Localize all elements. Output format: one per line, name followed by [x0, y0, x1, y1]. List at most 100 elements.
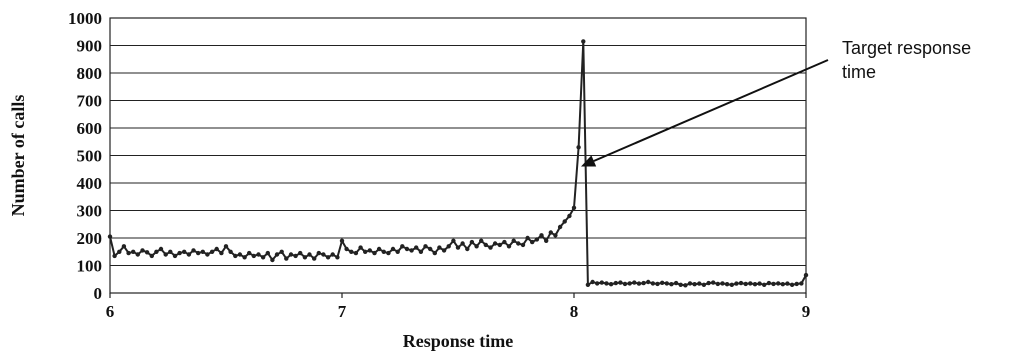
data-point — [678, 282, 683, 287]
data-point — [149, 253, 154, 259]
data-point — [312, 256, 317, 261]
data-point — [776, 281, 781, 286]
data-point — [581, 39, 586, 44]
annotation-arrow — [593, 59, 829, 162]
data-point — [534, 237, 540, 242]
y-axis-ticks: 0 100 200 300 400 500 600 700 800 900 1000 — [68, 9, 102, 303]
data-point — [349, 249, 354, 254]
data-point — [687, 281, 693, 286]
data-point — [381, 249, 386, 254]
data-point — [789, 282, 795, 287]
x-axis-ticks: 6 7 8 9 — [106, 293, 811, 321]
data-point — [724, 282, 730, 287]
data-point — [363, 249, 368, 254]
data-point — [585, 282, 591, 287]
data-point — [557, 224, 563, 230]
y-tick-label: 900 — [77, 37, 103, 56]
data-point — [158, 246, 164, 252]
data-point — [330, 252, 335, 257]
data-point — [358, 245, 363, 250]
data-point — [636, 281, 642, 286]
data-point — [474, 244, 479, 249]
data-point — [803, 272, 809, 278]
y-tick-label: 100 — [77, 257, 103, 276]
plot-area-border — [109, 17, 807, 294]
data-point — [683, 283, 688, 288]
x-axis-title: Response time — [403, 331, 514, 351]
data-point — [191, 248, 196, 253]
data-point — [664, 281, 669, 286]
data-point — [279, 249, 284, 254]
data-point — [367, 248, 372, 253]
data-point — [233, 253, 238, 259]
data-point — [126, 250, 131, 256]
data-point — [140, 248, 145, 253]
data-point — [409, 248, 414, 253]
data-point — [697, 281, 702, 286]
data-point — [270, 257, 275, 263]
data-point — [511, 238, 516, 243]
data-point — [451, 238, 456, 243]
data-point — [390, 246, 396, 252]
data-point — [799, 281, 804, 286]
data-point — [172, 253, 178, 259]
data-point — [539, 233, 544, 238]
data-point — [260, 255, 266, 260]
data-point — [135, 252, 140, 257]
data-point — [660, 280, 665, 285]
data-point — [144, 250, 150, 255]
data-point — [748, 281, 753, 286]
data-point — [646, 279, 651, 285]
data-point — [441, 248, 447, 253]
data-point — [720, 281, 725, 286]
data-point — [455, 245, 461, 250]
data-point — [613, 280, 618, 286]
data-point — [302, 255, 308, 260]
data-point — [335, 255, 340, 260]
data-point — [502, 239, 507, 245]
data-point — [590, 279, 595, 285]
data-point — [316, 250, 321, 256]
data-point — [428, 246, 433, 252]
data-point — [650, 281, 656, 286]
data-point — [576, 145, 581, 150]
data-point — [483, 242, 488, 248]
data-point — [247, 250, 252, 256]
data-point — [604, 281, 609, 286]
data-point — [307, 252, 312, 257]
data-point — [743, 281, 748, 287]
data-point — [404, 246, 410, 252]
data-point — [214, 246, 219, 252]
data-point — [121, 244, 127, 249]
data-point — [734, 281, 739, 286]
data-point — [386, 250, 391, 256]
data-point — [237, 252, 243, 257]
data-point — [182, 249, 187, 254]
data-point — [567, 213, 572, 219]
data-point — [288, 252, 294, 257]
data-point — [608, 282, 614, 287]
data-point — [599, 280, 604, 285]
data-point — [112, 253, 117, 259]
data-point — [488, 245, 493, 250]
data-point — [325, 255, 331, 260]
y-tick-label: 600 — [77, 119, 103, 138]
data-point — [168, 249, 173, 254]
data-point — [353, 250, 359, 256]
data-point — [228, 249, 233, 254]
data-point — [492, 241, 498, 246]
data-point — [223, 244, 229, 249]
data-point — [497, 242, 502, 248]
data-point — [400, 244, 405, 249]
data-point — [530, 239, 535, 245]
data-point — [711, 280, 716, 285]
data-point — [669, 282, 674, 287]
data-point — [632, 280, 637, 285]
data-point — [372, 250, 377, 256]
data-point — [154, 249, 159, 254]
data-point — [771, 281, 776, 287]
data-point — [298, 250, 303, 256]
data-point — [205, 252, 210, 257]
data-point — [706, 280, 711, 286]
x-tick-label: 9 — [802, 302, 811, 321]
